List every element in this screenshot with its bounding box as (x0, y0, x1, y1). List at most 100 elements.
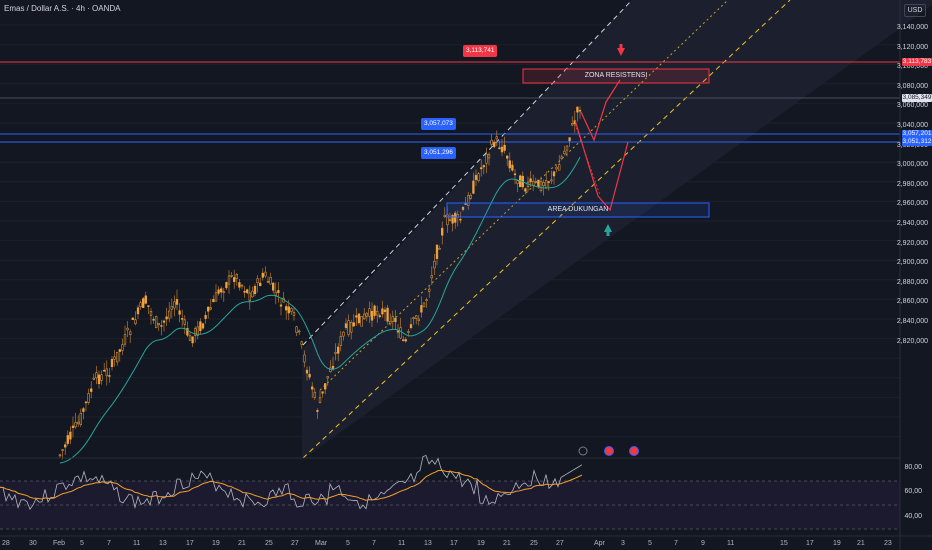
time-axis-label: 30 (29, 540, 37, 547)
time-axis-label: 5 (346, 540, 350, 547)
candle-body (269, 277, 272, 285)
candle-body (430, 275, 433, 279)
candle-body (230, 275, 233, 277)
candle-body (558, 164, 561, 171)
symbol-title[interactable]: Emas / Dollar A.S. · 4h · OANDA (4, 4, 121, 13)
time-axis-label: 13 (159, 540, 167, 547)
candle-body (69, 431, 72, 440)
candle-body (220, 288, 223, 293)
candle-body (386, 307, 389, 322)
candle-body (313, 391, 316, 398)
candle-body (347, 320, 350, 335)
candle-body (487, 154, 491, 159)
candle-body (350, 321, 353, 333)
arrow-up-stem (606, 231, 610, 236)
candle-body (279, 304, 283, 307)
candle-body (248, 292, 251, 301)
candle-body (318, 397, 322, 403)
resistance-zone-box[interactable] (522, 68, 710, 84)
price-tick-label: 3,120,000 (896, 43, 928, 51)
candle-body (290, 308, 293, 312)
candle-body (495, 136, 498, 140)
candle-body (186, 327, 189, 336)
currency-button[interactable]: USD (904, 4, 926, 17)
time-axis-label: 28 (2, 540, 10, 547)
support-zone-label: AREA DUKUNGAN (547, 206, 609, 213)
candle-body (493, 142, 496, 147)
candle-body (188, 335, 192, 341)
price-tick-label: 2,900,000 (896, 259, 928, 267)
candle-body (360, 316, 363, 327)
candle-body (383, 309, 387, 313)
candle-body (560, 156, 563, 159)
candle-body (227, 275, 231, 285)
candle-body (547, 181, 550, 183)
candle-body (71, 425, 75, 428)
time-axis-label: 3 (621, 540, 625, 547)
candle-body (513, 173, 517, 176)
candle-body (175, 299, 179, 305)
candle-body (396, 330, 400, 333)
candle-body (303, 354, 306, 363)
candle-body (147, 305, 150, 307)
candle-body (285, 306, 288, 311)
candle-body (545, 180, 548, 188)
candle-body (420, 305, 423, 313)
candle-body (238, 282, 241, 288)
candle-body (170, 306, 173, 310)
candle-body (329, 367, 332, 372)
candle-body (155, 316, 158, 328)
candle-body (480, 167, 483, 170)
time-axis-label: 9 (701, 540, 705, 547)
support-zone-box[interactable] (446, 202, 710, 218)
candle-body (368, 308, 371, 317)
candle-body (225, 282, 228, 289)
candle-body (277, 290, 280, 293)
candle-body (292, 312, 296, 316)
candle-body (240, 284, 244, 287)
candle-body (212, 299, 215, 303)
event-icon-3[interactable] (629, 446, 639, 456)
candle-body (503, 144, 506, 151)
candle-body (508, 160, 511, 169)
candle-body (435, 244, 439, 259)
blue-value-tag-1: 3,057,073 (421, 118, 456, 130)
projection-path-dip (574, 119, 629, 212)
candle-body (246, 289, 249, 294)
event-icon-2[interactable] (604, 446, 614, 456)
price-tick-label: 3,100,000 (896, 63, 928, 71)
candle-body (194, 328, 197, 336)
candle-body (113, 356, 116, 360)
candle-body (295, 326, 298, 333)
candle-body (199, 321, 202, 332)
candle-body (61, 449, 64, 451)
time-axis-label: 27 (556, 540, 564, 547)
candle-body (139, 302, 142, 308)
candle-body (339, 336, 342, 346)
candle-body (576, 106, 579, 113)
candle-body (201, 323, 205, 329)
candle-body (550, 179, 553, 182)
candle-body (433, 261, 436, 269)
time-axis-label: 11 (133, 540, 141, 547)
blue-value-tag-2: 3,051,296 (421, 147, 456, 159)
candle-body (87, 393, 90, 403)
event-icon-1[interactable] (578, 446, 588, 456)
candle-body (274, 291, 277, 296)
candle-body (461, 206, 465, 210)
candle-body (357, 313, 361, 324)
time-axis-label: 19 (477, 540, 485, 547)
candle-body (118, 349, 121, 352)
channel-middle-line (319, 0, 729, 391)
candle-body (58, 454, 62, 457)
candle-body (123, 334, 127, 345)
blue-price-tag-2: 3,051,312 (902, 138, 932, 146)
time-axis-label: 21 (857, 540, 865, 547)
candle-body (79, 413, 82, 425)
candle-body (539, 180, 543, 192)
price-tick-label: 2,860,000 (896, 298, 928, 306)
candle-body (391, 316, 394, 322)
candle-body (467, 195, 470, 206)
current-price-tag: 3,085,349 (902, 94, 932, 102)
